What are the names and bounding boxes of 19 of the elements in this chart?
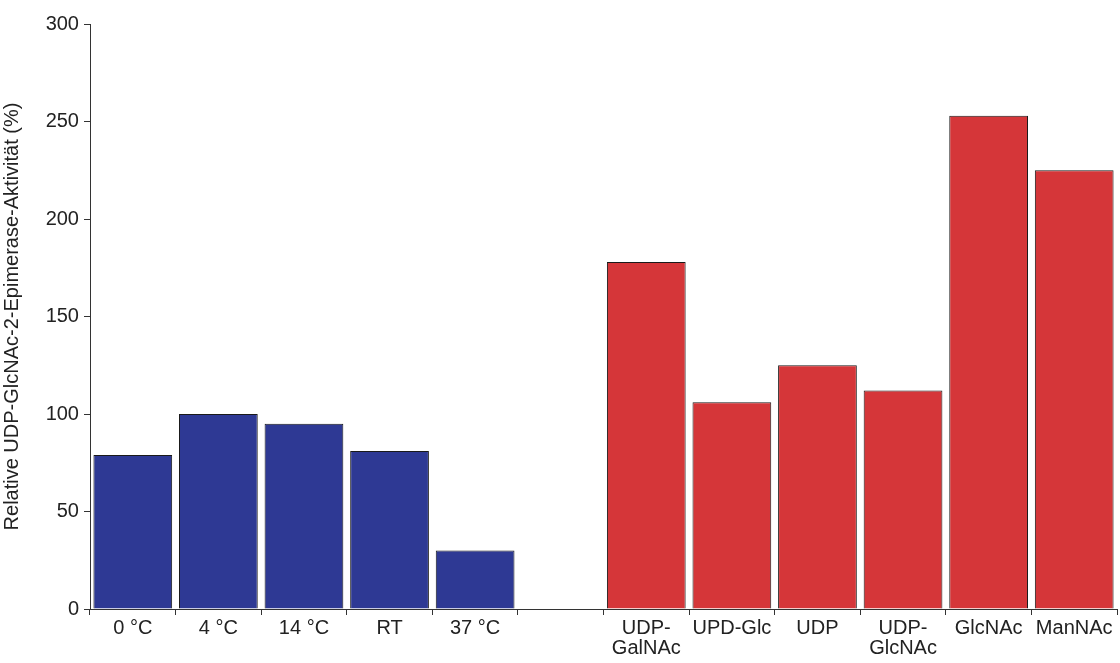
x-tick-label: 4 °C bbox=[198, 615, 238, 638]
x-tick-label: ManNAc bbox=[1035, 615, 1113, 638]
y-tick-label: 300 bbox=[45, 11, 79, 34]
x-tick-label: UDP-GlcNAc bbox=[869, 615, 937, 658]
y-axis-title: Relative UDP-GlcNAc-2-Epimerase-Aktivität (%) bbox=[0, 102, 22, 531]
y-tick-label: 200 bbox=[45, 206, 79, 229]
y-tick-label: 50 bbox=[56, 499, 79, 522]
x-tick-label: UPD-Glc bbox=[692, 615, 772, 638]
y-tick-label: 100 bbox=[45, 401, 79, 424]
x-tick-label: UDP-GalNAc bbox=[611, 615, 681, 658]
x-tick-label: RT bbox=[376, 615, 403, 638]
x-tick-label: 0 °C bbox=[113, 615, 153, 638]
y-tick-label: 250 bbox=[45, 109, 79, 132]
y-tick-label: 0 bbox=[67, 596, 79, 619]
x-tick-label: 14 °C bbox=[278, 615, 330, 638]
x-tick-label: 37 °C bbox=[450, 615, 501, 638]
y-tick-label: 150 bbox=[45, 304, 79, 327]
x-tick-label: GlcNAc bbox=[954, 615, 1023, 638]
x-tick-label: UDP bbox=[796, 615, 839, 638]
